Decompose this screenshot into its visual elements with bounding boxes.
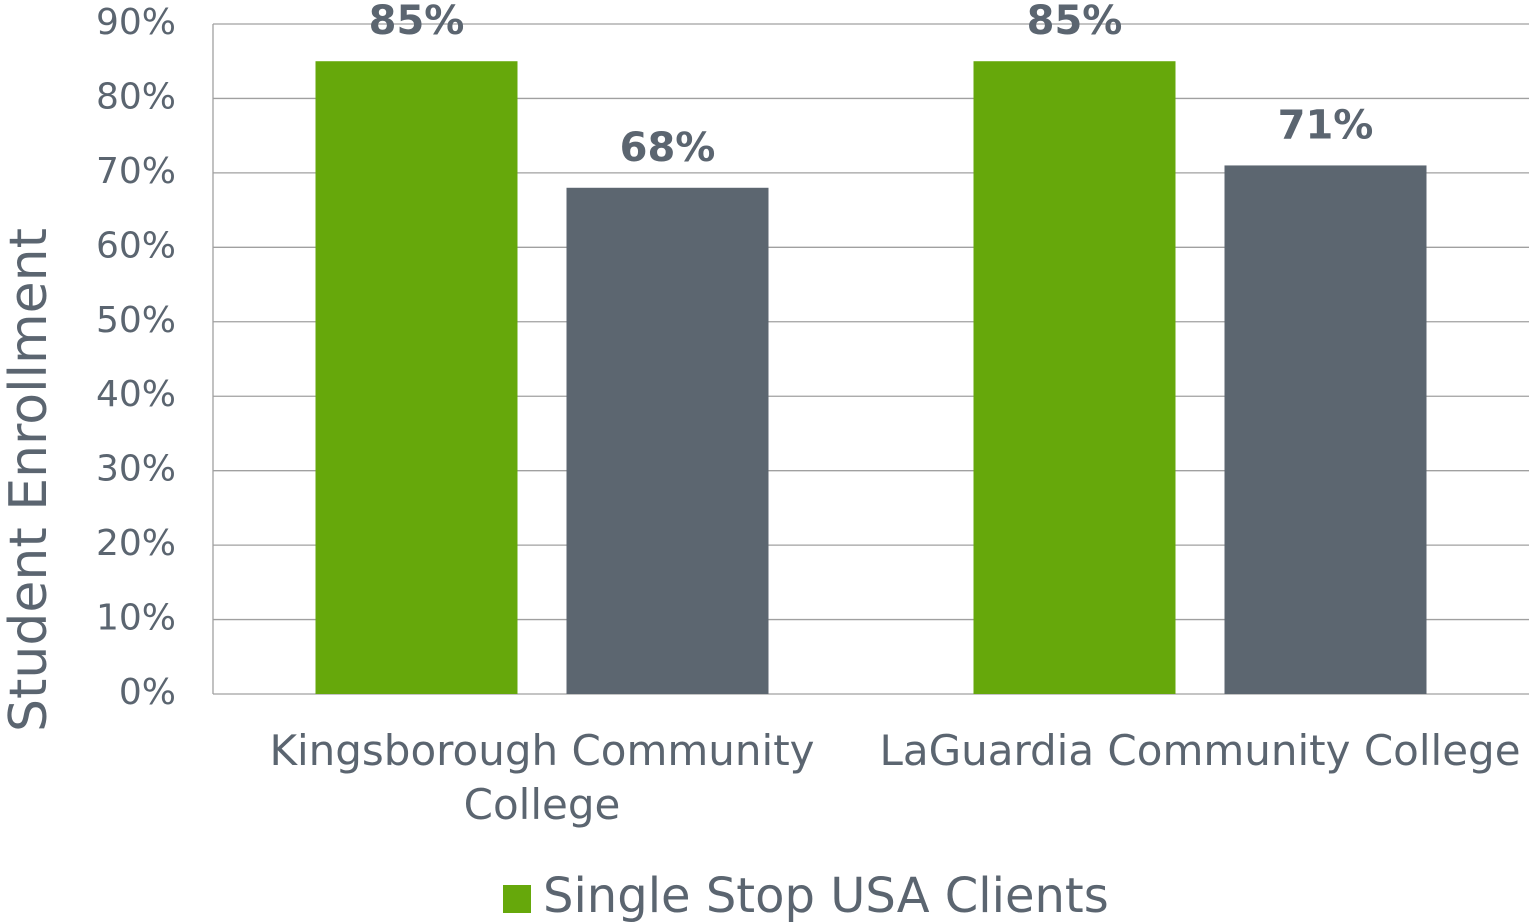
bar <box>566 187 769 694</box>
legend-swatch <box>503 885 531 913</box>
bar <box>315 61 518 694</box>
y-tick-label: 70% <box>96 151 176 192</box>
y-tick-label: 80% <box>96 76 176 117</box>
x-tick-label: LaGuardia Community College <box>879 726 1521 775</box>
value-label: 68% <box>620 125 716 171</box>
y-tick-label: 90% <box>96 2 176 43</box>
value-label: 85% <box>369 0 465 44</box>
y-tick-label: 50% <box>96 300 176 341</box>
y-tick-label: 40% <box>96 374 176 415</box>
bar <box>1224 165 1427 694</box>
y-tick-label: 20% <box>96 523 176 564</box>
value-label: 85% <box>1027 0 1123 44</box>
y-tick-label: 30% <box>96 449 176 490</box>
x-tick-label-box: LaGuardia Community College <box>879 726 1521 775</box>
value-label: 71% <box>1278 102 1374 148</box>
y-tick-label: 60% <box>96 225 176 266</box>
y-axis-label: Student Enrollment <box>0 228 59 732</box>
y-tick-label: 0% <box>119 672 176 713</box>
y-tick-label: 10% <box>96 598 176 639</box>
legend-label: Single Stop USA Clients <box>543 868 1109 923</box>
bar <box>973 61 1176 694</box>
x-tick-label-box: Kingsborough Community College <box>269 726 815 829</box>
x-tick-label: Kingsborough Community College <box>269 726 815 829</box>
